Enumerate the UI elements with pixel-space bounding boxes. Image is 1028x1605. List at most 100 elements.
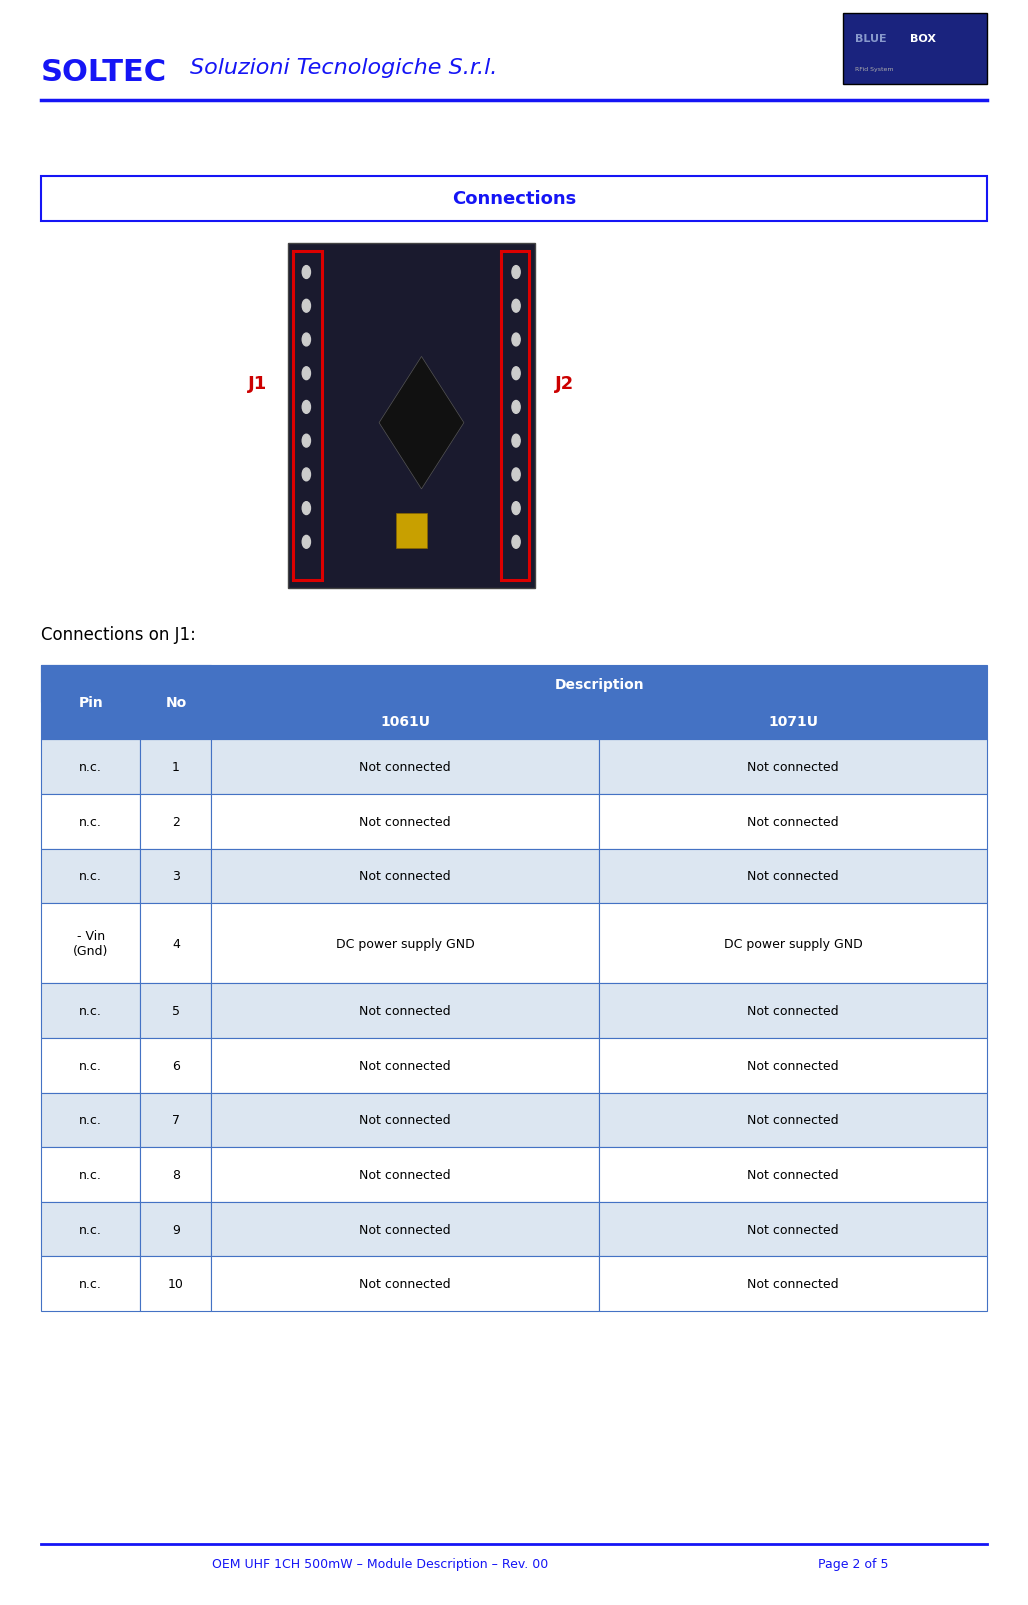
Circle shape [302, 334, 310, 347]
Text: 8: 8 [172, 1168, 180, 1181]
FancyBboxPatch shape [141, 1257, 212, 1311]
FancyBboxPatch shape [141, 794, 212, 849]
Text: BOX: BOX [910, 34, 935, 45]
Text: Not connected: Not connected [747, 1114, 839, 1127]
FancyBboxPatch shape [212, 984, 599, 1038]
FancyBboxPatch shape [41, 740, 141, 794]
Text: Not connected: Not connected [360, 761, 451, 774]
FancyBboxPatch shape [41, 177, 987, 221]
Text: - Vin
(Gnd): - Vin (Gnd) [73, 929, 109, 958]
FancyBboxPatch shape [599, 703, 987, 740]
Text: 7: 7 [172, 1114, 180, 1127]
Text: n.c.: n.c. [79, 761, 102, 774]
Text: Pin: Pin [78, 697, 103, 709]
FancyBboxPatch shape [41, 1038, 141, 1093]
Text: Soluzioni Tecnologiche S.r.l.: Soluzioni Tecnologiche S.r.l. [190, 58, 498, 77]
Text: 5: 5 [172, 1005, 180, 1018]
Text: Not connected: Not connected [360, 870, 451, 883]
FancyBboxPatch shape [599, 849, 987, 904]
FancyBboxPatch shape [212, 904, 599, 984]
FancyBboxPatch shape [288, 244, 535, 589]
Text: n.c.: n.c. [79, 1005, 102, 1018]
Text: Not connected: Not connected [360, 1168, 451, 1181]
FancyBboxPatch shape [599, 984, 987, 1038]
Text: Not connected: Not connected [747, 870, 839, 883]
FancyBboxPatch shape [599, 1148, 987, 1202]
Text: Not connected: Not connected [747, 1168, 839, 1181]
FancyBboxPatch shape [212, 794, 599, 849]
Circle shape [302, 536, 310, 549]
Circle shape [512, 502, 520, 515]
Circle shape [302, 266, 310, 279]
Circle shape [512, 266, 520, 279]
FancyBboxPatch shape [141, 1093, 212, 1148]
Circle shape [302, 300, 310, 313]
FancyBboxPatch shape [396, 514, 427, 549]
FancyBboxPatch shape [141, 1148, 212, 1202]
Text: OEM UHF 1CH 500mW – Module Description – Rev. 00: OEM UHF 1CH 500mW – Module Description –… [212, 1557, 549, 1570]
FancyBboxPatch shape [141, 1038, 212, 1093]
FancyBboxPatch shape [212, 849, 599, 904]
Text: Not connected: Not connected [747, 761, 839, 774]
FancyBboxPatch shape [41, 1093, 141, 1148]
Circle shape [512, 435, 520, 448]
FancyBboxPatch shape [141, 984, 212, 1038]
Text: RFid System: RFid System [855, 67, 893, 72]
FancyBboxPatch shape [41, 666, 141, 740]
Circle shape [512, 334, 520, 347]
FancyBboxPatch shape [41, 984, 141, 1038]
FancyBboxPatch shape [141, 849, 212, 904]
Text: SOLTEC: SOLTEC [41, 58, 168, 87]
Text: n.c.: n.c. [79, 1114, 102, 1127]
FancyBboxPatch shape [212, 1257, 599, 1311]
Text: Not connected: Not connected [360, 815, 451, 828]
Text: Not connected: Not connected [747, 1059, 839, 1072]
FancyBboxPatch shape [599, 1038, 987, 1093]
Text: n.c.: n.c. [79, 1223, 102, 1236]
Text: 10: 10 [168, 1278, 184, 1290]
FancyBboxPatch shape [41, 1257, 141, 1311]
Text: n.c.: n.c. [79, 1278, 102, 1290]
Circle shape [512, 368, 520, 380]
FancyBboxPatch shape [141, 1202, 212, 1257]
Text: 1: 1 [172, 761, 180, 774]
Circle shape [512, 300, 520, 313]
FancyBboxPatch shape [212, 1093, 599, 1148]
FancyBboxPatch shape [41, 1202, 141, 1257]
FancyBboxPatch shape [212, 703, 599, 740]
Text: BLUE: BLUE [855, 34, 887, 45]
Text: Connections on J1:: Connections on J1: [41, 626, 196, 644]
Text: Connections: Connections [452, 189, 576, 209]
FancyBboxPatch shape [599, 1257, 987, 1311]
Text: n.c.: n.c. [79, 815, 102, 828]
Text: Not connected: Not connected [360, 1114, 451, 1127]
Polygon shape [379, 358, 464, 490]
Text: Not connected: Not connected [360, 1005, 451, 1018]
FancyBboxPatch shape [212, 1038, 599, 1093]
Text: No: No [166, 697, 186, 709]
FancyBboxPatch shape [599, 1093, 987, 1148]
Text: 1071U: 1071U [768, 714, 818, 729]
FancyBboxPatch shape [141, 904, 212, 984]
Circle shape [302, 435, 310, 448]
FancyBboxPatch shape [41, 794, 141, 849]
Text: J2: J2 [555, 374, 575, 393]
FancyBboxPatch shape [599, 740, 987, 794]
Text: 2: 2 [172, 815, 180, 828]
Circle shape [512, 469, 520, 482]
Text: Not connected: Not connected [360, 1278, 451, 1290]
FancyBboxPatch shape [41, 849, 141, 904]
FancyBboxPatch shape [212, 740, 599, 794]
Text: n.c.: n.c. [79, 870, 102, 883]
Text: Not connected: Not connected [747, 1005, 839, 1018]
Text: J1: J1 [248, 374, 267, 393]
Text: Not connected: Not connected [747, 1278, 839, 1290]
FancyBboxPatch shape [41, 666, 987, 703]
Text: Page 2 of 5: Page 2 of 5 [818, 1557, 888, 1570]
FancyBboxPatch shape [141, 666, 212, 740]
FancyBboxPatch shape [599, 794, 987, 849]
Text: n.c.: n.c. [79, 1059, 102, 1072]
Text: 4: 4 [172, 937, 180, 950]
FancyBboxPatch shape [141, 740, 212, 794]
Text: n.c.: n.c. [79, 1168, 102, 1181]
